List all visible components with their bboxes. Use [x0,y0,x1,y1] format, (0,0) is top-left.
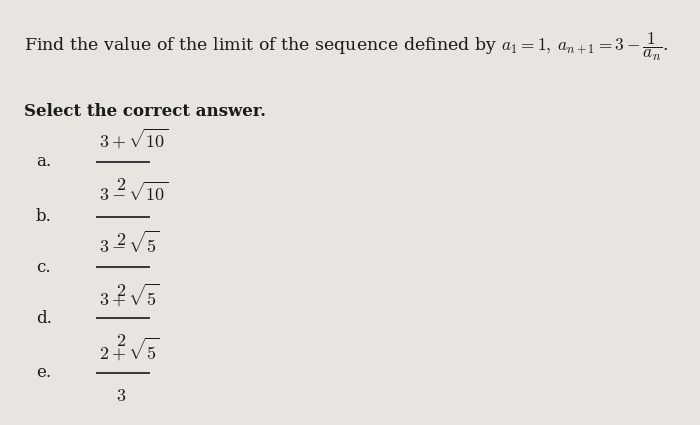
Text: $2$: $2$ [116,231,126,249]
Text: Find the value of the limit of the sequence defined by $a_1 = 1, \; a_{n+1} = 3 : Find the value of the limit of the seque… [25,31,669,63]
Text: c.: c. [36,259,50,276]
Text: b.: b. [36,208,52,225]
Text: $3+\sqrt{10}$: $3+\sqrt{10}$ [99,127,168,150]
Text: $2$: $2$ [116,176,126,194]
Text: $2+\sqrt{5}$: $2+\sqrt{5}$ [99,336,160,363]
Text: $3-\sqrt{5}$: $3-\sqrt{5}$ [99,231,160,257]
Text: e.: e. [36,365,51,382]
Text: Select the correct answer.: Select the correct answer. [25,103,266,120]
Text: $2$: $2$ [116,282,126,300]
Text: $3+\sqrt{5}$: $3+\sqrt{5}$ [99,281,160,308]
Text: d.: d. [36,309,52,326]
Text: $3-\sqrt{10}$: $3-\sqrt{10}$ [99,182,168,205]
Text: $3$: $3$ [116,387,126,405]
Text: $2$: $2$ [116,332,126,350]
Text: a.: a. [36,153,51,170]
